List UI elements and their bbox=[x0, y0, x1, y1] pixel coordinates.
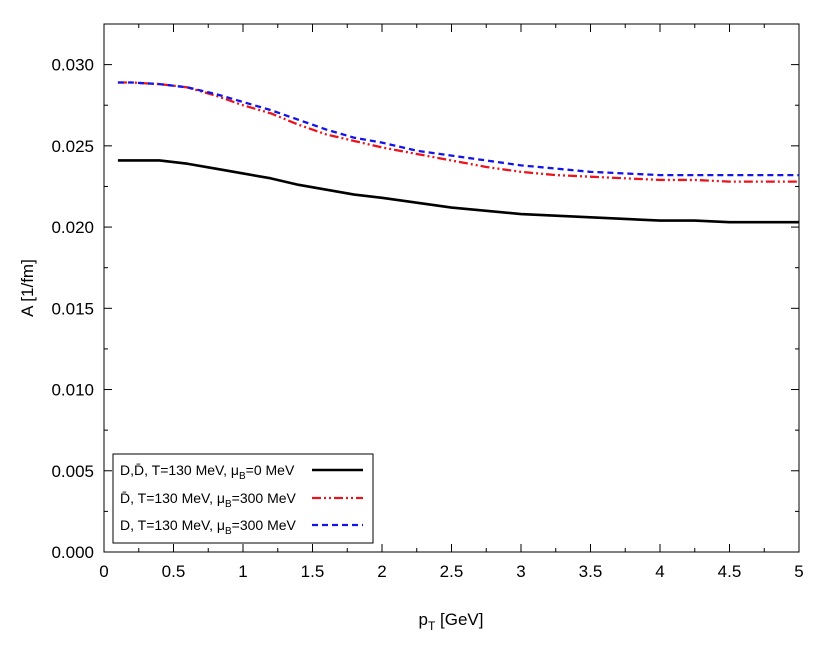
x-tick-label: 3 bbox=[516, 562, 525, 581]
x-tick-label: 5 bbox=[794, 562, 803, 581]
x-axis-title: pT [GeV] bbox=[419, 610, 484, 633]
legend-entry-0: D,D̄, T=130 MeV, μB=0 MeV bbox=[120, 462, 363, 482]
y-tick-label: 0.005 bbox=[51, 462, 94, 481]
x-tick-label: 4 bbox=[655, 562, 664, 581]
y-tick-label: 0.020 bbox=[51, 218, 94, 237]
axis-ticks bbox=[103, 24, 800, 553]
y-tick-label: 0.000 bbox=[51, 543, 94, 562]
y-tick-label: 0.015 bbox=[51, 299, 94, 318]
series-line-1 bbox=[117, 81, 799, 183]
legend: D,D̄, T=130 MeV, μB=0 MeV D̄, T=130 MeV,… bbox=[112, 453, 374, 544]
tick-labels: 0 0.5 1 1.5 2 2.5 3 3.5 4 4.5 5 0.000 0.005 0.010 0.01… bbox=[51, 56, 803, 581]
y-tick-label: 0.025 bbox=[51, 137, 94, 156]
x-tick-label: 0.5 bbox=[162, 562, 186, 581]
x-axis-title-main: p bbox=[419, 610, 428, 629]
x-tick-label: 3.5 bbox=[579, 562, 603, 581]
x-tick-label: 4.5 bbox=[718, 562, 742, 581]
series-line-2 bbox=[117, 81, 799, 177]
legend-label-0: D,D̄, T=130 MeV, μB=0 MeV bbox=[120, 462, 295, 482]
x-tick-label: 1.5 bbox=[301, 562, 325, 581]
x-tick-label: 2.5 bbox=[440, 562, 464, 581]
y-tick-label: 0.030 bbox=[51, 56, 94, 75]
legend-entry-2: D, T=130 MeV, μB=300 MeV bbox=[120, 517, 363, 537]
y-tick-label: 0.010 bbox=[51, 381, 94, 400]
series-line-0 bbox=[117, 159, 799, 224]
legend-label-2: D, T=130 MeV, μB=300 MeV bbox=[120, 517, 297, 537]
legend-label-1: D̄, T=130 MeV, μB=300 MeV bbox=[120, 490, 297, 510]
x-tick-label: 2 bbox=[377, 562, 386, 581]
series-lines bbox=[117, 81, 799, 224]
legend-entry-1: D̄, T=130 MeV, μB=300 MeV bbox=[120, 490, 363, 510]
x-axis-title-sub: T bbox=[428, 619, 436, 633]
x-tick-label: 0 bbox=[99, 562, 108, 581]
x-tick-label: 1 bbox=[238, 562, 247, 581]
y-axis-title: A [1/fm] bbox=[18, 259, 37, 317]
x-axis-title-rest: [GeV] bbox=[435, 610, 483, 629]
